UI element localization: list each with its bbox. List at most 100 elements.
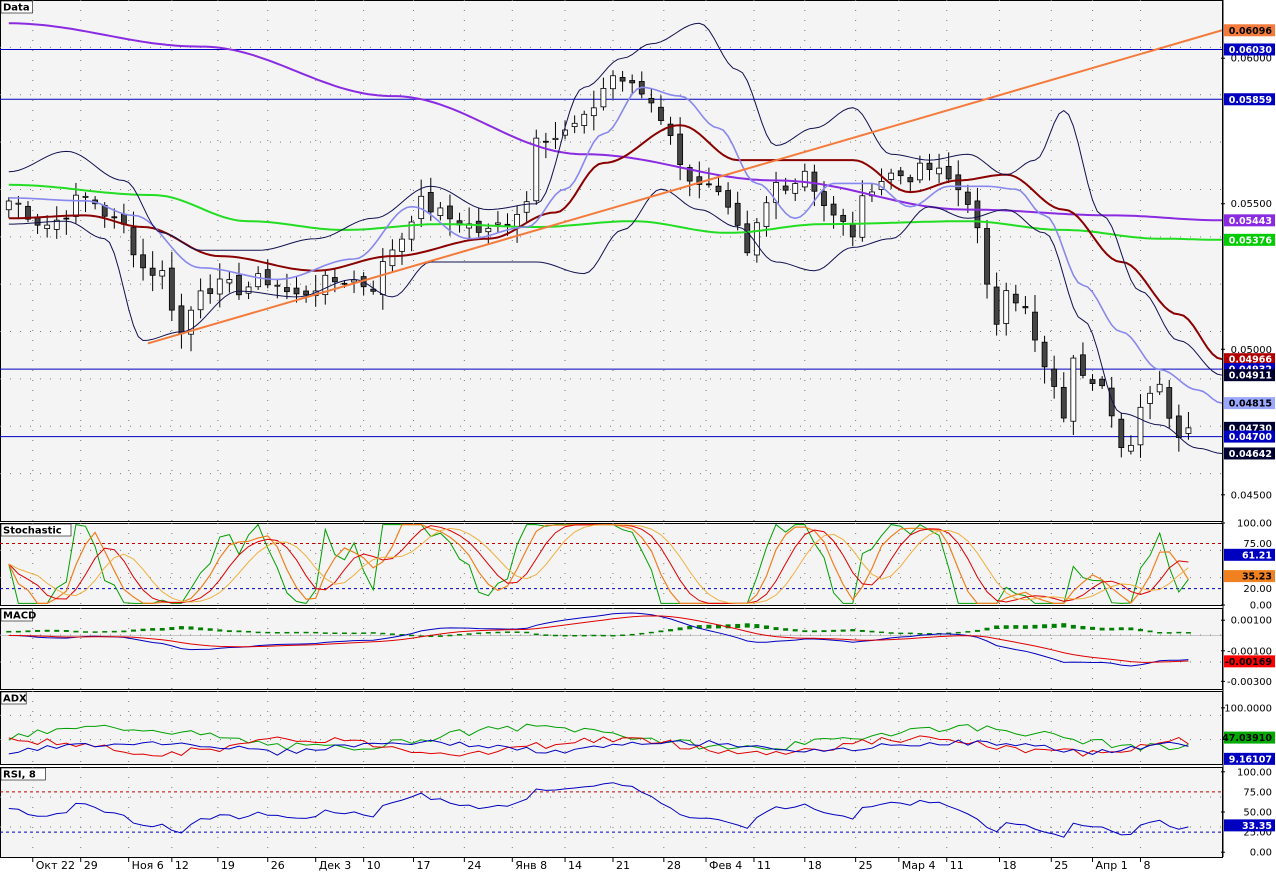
candle[interactable]	[926, 153, 933, 181]
candle[interactable]	[1156, 371, 1163, 395]
candle[interactable]	[1080, 342, 1086, 379]
candle[interactable]	[1041, 335, 1048, 384]
candle[interactable]	[811, 164, 818, 207]
candle[interactable]	[427, 177, 434, 221]
candle[interactable]	[974, 187, 981, 244]
candle[interactable]	[111, 208, 118, 229]
macd-line[interactable]	[8, 612, 1189, 667]
candle[interactable]	[984, 219, 990, 299]
candle[interactable]	[792, 178, 799, 202]
candle[interactable]	[955, 160, 962, 207]
candle[interactable]	[840, 208, 847, 236]
candle[interactable]	[859, 180, 866, 242]
candle[interactable]	[226, 271, 233, 293]
candle[interactable]	[216, 263, 223, 308]
candle[interactable]	[667, 116, 674, 145]
sma-short-line[interactable]	[8, 124, 1223, 361]
candle[interactable]	[197, 278, 204, 319]
candle[interactable]	[964, 184, 971, 214]
candle[interactable]	[936, 153, 942, 183]
candle[interactable]	[1089, 374, 1096, 391]
candle[interactable]	[734, 191, 741, 231]
candle[interactable]	[63, 210, 70, 235]
adx-plus-di-line[interactable]	[8, 723, 1189, 751]
candle[interactable]	[907, 174, 914, 192]
candle[interactable]	[523, 191, 530, 223]
candle[interactable]	[1166, 379, 1173, 429]
candle[interactable]	[5, 197, 12, 218]
candle[interactable]	[399, 232, 405, 265]
candle[interactable]	[504, 213, 511, 236]
trendline[interactable]	[147, 29, 1223, 345]
bollinger-upper-line[interactable]	[8, 22, 1223, 376]
candle[interactable]	[1032, 295, 1038, 352]
candle[interactable]	[888, 168, 895, 189]
candle[interactable]	[495, 211, 501, 233]
candle[interactable]	[629, 74, 636, 95]
candle[interactable]	[408, 215, 415, 252]
bollinger-lower-line[interactable]	[8, 188, 1223, 454]
candle[interactable]	[207, 274, 214, 304]
candle[interactable]	[1175, 404, 1182, 452]
candle[interactable]	[447, 194, 453, 236]
candle[interactable]	[1185, 411, 1192, 440]
sma-mid-line[interactable]	[8, 183, 1222, 241]
candle[interactable]	[610, 70, 616, 99]
candle[interactable]	[1099, 376, 1106, 389]
candle[interactable]	[725, 182, 731, 215]
adx-minus-di-line[interactable]	[8, 735, 1189, 757]
candle[interactable]	[993, 272, 1000, 336]
candle[interactable]	[140, 238, 146, 281]
rsi-line[interactable]	[8, 782, 1189, 838]
candle[interactable]	[15, 195, 22, 218]
candle[interactable]	[130, 211, 137, 268]
candle[interactable]	[706, 167, 712, 188]
candle[interactable]	[53, 206, 60, 239]
candle[interactable]	[1137, 394, 1144, 458]
candle[interactable]	[149, 251, 156, 292]
candle[interactable]	[801, 163, 808, 192]
macd-signal-line[interactable]	[8, 615, 1189, 663]
bollinger-middle-line[interactable]	[8, 86, 1223, 404]
candle[interactable]	[600, 77, 607, 111]
candle[interactable]	[552, 121, 559, 150]
stochastic-slow-line[interactable]	[8, 524, 1189, 604]
candle[interactable]	[1147, 385, 1153, 420]
candle[interactable]	[677, 117, 684, 181]
candle[interactable]	[619, 70, 626, 92]
candle[interactable]	[581, 110, 588, 134]
candle[interactable]	[303, 285, 310, 303]
candle[interactable]	[590, 90, 597, 131]
candle[interactable]	[1070, 354, 1077, 435]
candle[interactable]	[485, 223, 492, 245]
candle[interactable]	[1012, 284, 1019, 312]
sma-long-line[interactable]	[8, 22, 1222, 222]
candle[interactable]	[245, 281, 252, 300]
candle[interactable]	[571, 115, 578, 134]
candle[interactable]	[1127, 435, 1134, 455]
candle[interactable]	[236, 262, 242, 300]
candle[interactable]	[1051, 355, 1058, 399]
candle[interactable]	[168, 251, 175, 321]
candle[interactable]	[44, 215, 51, 238]
candle[interactable]	[1060, 372, 1067, 423]
candle[interactable]	[744, 210, 751, 256]
candle[interactable]	[437, 201, 444, 221]
candle[interactable]	[562, 120, 568, 140]
candle[interactable]	[159, 260, 166, 290]
candle[interactable]	[1108, 376, 1115, 428]
candle[interactable]	[753, 218, 760, 263]
candle[interactable]	[897, 167, 904, 185]
candle[interactable]	[696, 161, 703, 199]
adx-line[interactable]	[8, 739, 1189, 756]
candle[interactable]	[658, 95, 664, 125]
candle[interactable]	[82, 192, 89, 213]
candle[interactable]	[1118, 412, 1125, 458]
candle[interactable]	[322, 270, 329, 305]
candle[interactable]	[916, 155, 923, 184]
candle[interactable]	[1022, 296, 1029, 315]
candle[interactable]	[475, 208, 482, 240]
candle[interactable]	[293, 276, 300, 303]
candle[interactable]	[351, 270, 357, 293]
